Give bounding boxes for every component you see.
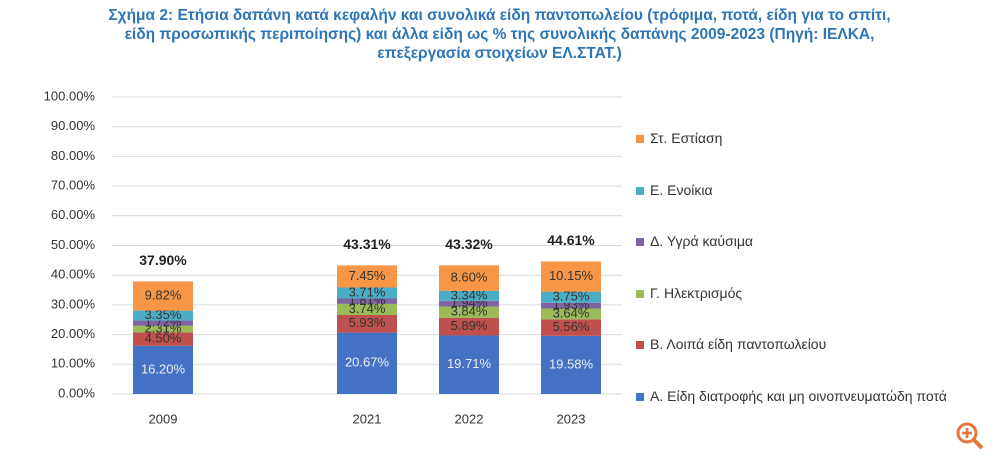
legend-label: Δ. Υγρά καύσιμα: [650, 233, 753, 249]
legend-swatch: [636, 238, 644, 246]
bar-segment: [337, 303, 397, 315]
chart-title: Σχήμα 2: Ετήσια δαπάνη κατά κεφαλήν και …: [0, 6, 999, 63]
bar-segment: [133, 325, 193, 333]
y-tick-label: 50.00%: [51, 237, 96, 252]
legend-item: Δ. Υγρά καύσιμα: [636, 233, 966, 249]
value-label: 9.82%: [145, 287, 182, 302]
value-label: 3.35%: [145, 307, 182, 322]
legend-label: Γ. Ηλεκτρισμός: [650, 284, 743, 301]
value-label: 3.71%: [349, 284, 386, 299]
value-label: 19.58%: [549, 356, 594, 371]
total-label: 43.31%: [343, 236, 391, 252]
y-tick-label: 80.00%: [51, 148, 96, 163]
value-label: 7.45%: [349, 268, 386, 283]
bar-segment: [337, 314, 397, 333]
legend-item: Στ. Εστίαση: [636, 130, 966, 146]
value-label: 3.34%: [451, 287, 488, 302]
bar-segment: [337, 265, 397, 288]
x-tick-label: 2021: [353, 411, 382, 426]
value-label: 3.74%: [349, 301, 386, 316]
bar-segment: [133, 281, 193, 311]
x-tick-label: 2023: [557, 411, 586, 426]
bar-segment: [133, 332, 193, 346]
legend-swatch: [636, 392, 644, 401]
legend-label: Β. Λοιπά είδη παντοπωλείου: [650, 336, 827, 352]
total-label: 44.61%: [547, 232, 595, 248]
legend-label: Στ. Εστίαση: [650, 130, 723, 146]
y-tick-label: 60.00%: [51, 207, 96, 222]
bar-segment: [337, 298, 397, 304]
legend-item: Ε. Ενοίκια: [636, 182, 966, 198]
title-line: επεξεργασία στοιχείων ΕΛ.ΣΤΑΤ.): [377, 45, 622, 62]
legend-swatch: [636, 186, 644, 195]
legend-swatch: [636, 341, 644, 349]
value-label: 5.89%: [451, 318, 488, 333]
y-tick-label: 40.00%: [51, 267, 96, 282]
bar-segment: [541, 302, 601, 309]
legend-item: Β. Λοιπά είδη παντοπωλείου: [636, 336, 966, 352]
value-label: 4.50%: [145, 331, 182, 346]
bar-segment: [541, 261, 601, 292]
value-label: 3.75%: [553, 289, 590, 304]
bar-segment: [133, 345, 193, 394]
y-tick-label: 90.00%: [51, 118, 96, 133]
bar-segment: [541, 319, 601, 336]
y-tick-label: 10.00%: [51, 356, 96, 371]
bar-segment: [541, 291, 601, 303]
value-label: 5.93%: [349, 315, 386, 330]
bar-segment: [439, 300, 499, 307]
y-tick-label: 70.00%: [51, 178, 96, 193]
value-label: 3.84%: [451, 304, 488, 319]
value-label: 10.15%: [549, 268, 594, 283]
y-tick-label: 100.00%: [44, 88, 96, 103]
y-tick-label: 0.00%: [58, 385, 95, 400]
bar-segment: [133, 310, 193, 321]
bar-segment: [337, 332, 397, 394]
bar-segment: [541, 335, 601, 394]
zoom-icon[interactable]: [956, 422, 984, 450]
value-label: 3.64%: [553, 305, 590, 320]
bar-segment: [439, 306, 499, 318]
bar-segment: [439, 335, 499, 394]
x-tick-label: 2022: [455, 411, 484, 426]
total-label: 43.32%: [445, 236, 493, 252]
value-label: 16.20%: [141, 361, 186, 376]
bar-segment: [439, 317, 499, 336]
bar-segment: [541, 308, 601, 320]
bar-segment: [133, 320, 193, 326]
legend-item: Γ. Ηλεκτρισμός: [636, 285, 966, 301]
legend-swatch: [636, 289, 644, 298]
total-label: 37.90%: [139, 252, 187, 268]
bar-segment: [439, 290, 499, 301]
legend-item: Α. Είδη διατροφής και μη οινοπνευματώδη …: [636, 388, 966, 404]
title-line: Σχήμα 2: Ετήσια δαπάνη κατά κεφαλήν και …: [108, 7, 891, 24]
title-line: είδη προσωπικής περιποίησης) και άλλα εί…: [124, 26, 875, 43]
y-tick-label: 20.00%: [51, 326, 96, 341]
value-label: 5.56%: [553, 319, 590, 334]
value-label: 19.71%: [447, 356, 492, 371]
y-tick-label: 30.00%: [51, 296, 96, 311]
value-label: 20.67%: [345, 355, 390, 370]
legend-label: Α. Είδη διατροφής και μη οινοπνευματώδη …: [650, 387, 947, 404]
legend-label: Ε. Ενοίκια: [650, 181, 713, 198]
bar-segment: [337, 287, 397, 299]
x-tick-label: 2009: [149, 411, 178, 426]
legend-swatch: [636, 135, 644, 143]
bar-segment: [439, 265, 499, 291]
value-label: 8.60%: [451, 270, 488, 285]
